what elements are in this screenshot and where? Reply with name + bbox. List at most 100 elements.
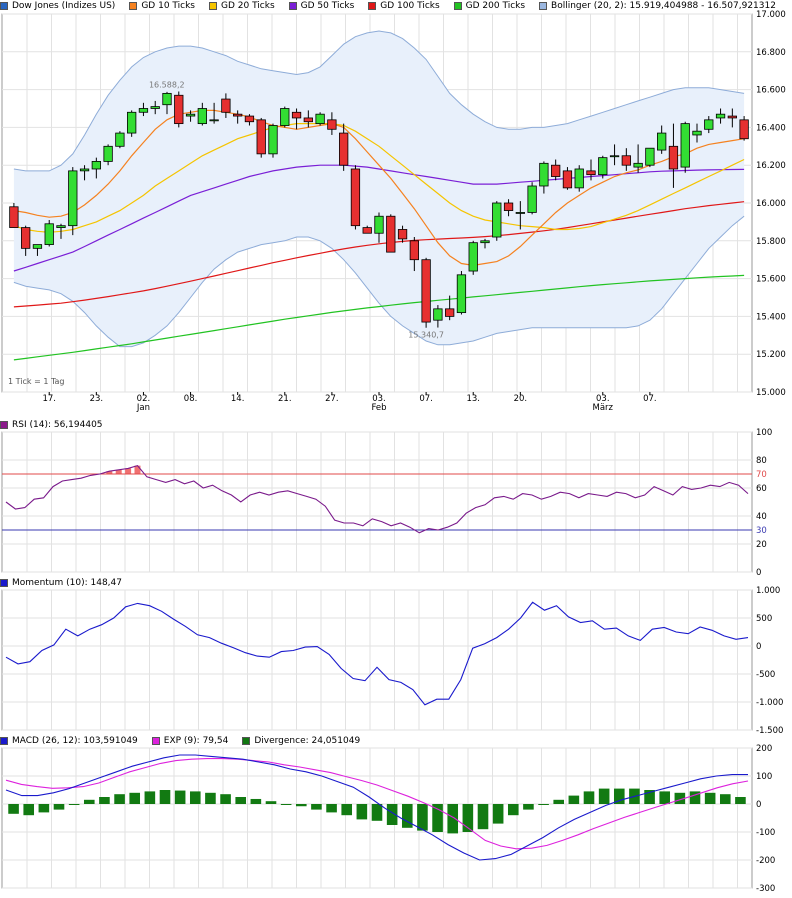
- exp-line: [5, 758, 749, 850]
- legend-item-dow-jones[interactable]: Dow Jones (Indizes US): [0, 1, 115, 11]
- legend-label: Momentum (10): 148,47: [12, 578, 122, 588]
- legend-item-bollinger[interactable]: Bollinger (20, 2): 15.919,404988 - 16.50…: [539, 1, 776, 11]
- rsi-ref-label: 30: [756, 526, 767, 536]
- candle-body: [374, 215, 384, 234]
- x-tick-label: 13.: [466, 394, 480, 404]
- macd-line: [5, 754, 748, 861]
- candle-body: [503, 202, 514, 211]
- legend-swatch: [208, 2, 217, 10]
- legend-label: GD 50 Ticks: [300, 1, 355, 11]
- x-tick-label: 08.: [184, 394, 198, 404]
- candle-body: [668, 145, 679, 170]
- legend-item-exp[interactable]: EXP (9): 79,54: [151, 736, 228, 746]
- candle-body: [598, 157, 608, 176]
- legend-swatch: [151, 737, 160, 745]
- candle-body: [233, 113, 243, 117]
- divergence-bar: [38, 804, 50, 813]
- candle-body: [68, 170, 78, 227]
- legend-item-gd10[interactable]: GD 10 Ticks: [129, 1, 195, 11]
- divergence-bar: [644, 790, 655, 804]
- legend-item-gd50[interactable]: GD 50 Ticks: [288, 1, 355, 11]
- x-tick-label: 07.: [419, 394, 433, 404]
- divergence-bar: [250, 798, 262, 804]
- y-tick-label: 0: [756, 800, 761, 810]
- legend-swatch: [0, 2, 8, 10]
- candle-body: [562, 170, 573, 189]
- divergence-bar: [144, 791, 156, 804]
- candle-body: [657, 132, 667, 151]
- candle-body: [115, 132, 125, 147]
- gd20-line: [13, 123, 745, 233]
- legend-item-divergence[interactable]: Divergence: 24,051049: [242, 736, 360, 746]
- legend-item-gd100[interactable]: GD 100 Ticks: [368, 1, 440, 11]
- candle-body: [280, 108, 290, 126]
- y-tick-label: 500: [756, 614, 772, 624]
- divergence-bar: [704, 792, 716, 804]
- legend-item-macd[interactable]: MACD (26, 12): 103,591049: [0, 736, 138, 746]
- divergence-bar: [477, 804, 489, 830]
- x-tick-label: 07.: [643, 394, 657, 404]
- legend-item-momentum[interactable]: Momentum (10): 148,47: [0, 578, 122, 588]
- candle-body: [174, 94, 184, 125]
- candle-body: [633, 162, 643, 168]
- legend-item-rsi[interactable]: RSI (14): 56,194405: [0, 420, 103, 430]
- candle-body: [409, 240, 419, 261]
- candle-body: [138, 108, 149, 113]
- divergence-bar: [220, 794, 231, 804]
- divergence-bar: [386, 804, 398, 825]
- momentum-panel: -1.500 -1.000 -500 0 500 1.000: [1, 586, 783, 736]
- candle-body: [727, 115, 737, 119]
- y-tick-label: 60: [756, 484, 767, 494]
- legend-label: GD 20 Ticks: [220, 1, 275, 11]
- candle-body: [150, 106, 160, 109]
- candle-body: [32, 244, 43, 249]
- y-tick-label: 100: [756, 772, 772, 782]
- divergence-bar: [613, 788, 625, 804]
- candle-body: [350, 168, 361, 227]
- divergence-bar: [417, 804, 428, 831]
- y-tick-label: 16.000: [756, 199, 786, 209]
- candle-body: [221, 98, 231, 113]
- plot-frame: [1, 589, 753, 731]
- legend-item-gd200[interactable]: GD 200 Ticks: [453, 1, 526, 11]
- legend-swatch: [0, 579, 8, 587]
- y-tick-label: 15.600: [756, 275, 786, 285]
- divergence-bar: [659, 791, 671, 804]
- candle-body: [9, 206, 19, 228]
- candle-body: [692, 130, 702, 136]
- bollinger-lower-line: [13, 215, 745, 348]
- divergence-bar: [341, 804, 353, 816]
- candle-body: [303, 117, 313, 123]
- legend-item-gd20[interactable]: GD 20 Ticks: [208, 1, 275, 11]
- legend-swatch: [129, 2, 138, 10]
- gd200-line: [13, 274, 745, 361]
- legend-swatch: [242, 737, 251, 745]
- legend-label: GD 200 Ticks: [465, 1, 526, 11]
- divergence-bar: [265, 801, 277, 804]
- y-tick-label: -1.000: [756, 698, 783, 708]
- x-tick-label: 20.: [514, 394, 528, 404]
- x-tick-label: 21.: [278, 394, 292, 404]
- y-tick-label: 80: [756, 456, 767, 466]
- x-tick-label: 02.: [137, 394, 151, 404]
- candle-body: [91, 161, 101, 170]
- rsi-ref-label: 70: [756, 470, 767, 480]
- legend-swatch: [288, 2, 297, 10]
- divergence-bar: [83, 799, 95, 804]
- y-tick-label: 0: [756, 642, 761, 652]
- y-tick-label: 15.000: [756, 388, 786, 398]
- momentum-line: [5, 601, 749, 706]
- divergence-bar: [326, 804, 337, 813]
- candle-body: [268, 125, 278, 155]
- y-tick-label: 40: [756, 512, 767, 522]
- rsi-line: [5, 464, 749, 534]
- rsi-legend: RSI (14): 56,194405: [0, 419, 117, 431]
- divergence-bar: [205, 792, 216, 804]
- divergence-bar: [674, 792, 686, 804]
- candle-body: [315, 113, 325, 125]
- y-tick-label: 20: [756, 540, 767, 550]
- x-tick-label: 03.: [372, 394, 386, 404]
- y-tick-label: 200: [756, 744, 772, 754]
- divergence-bar: [371, 804, 383, 821]
